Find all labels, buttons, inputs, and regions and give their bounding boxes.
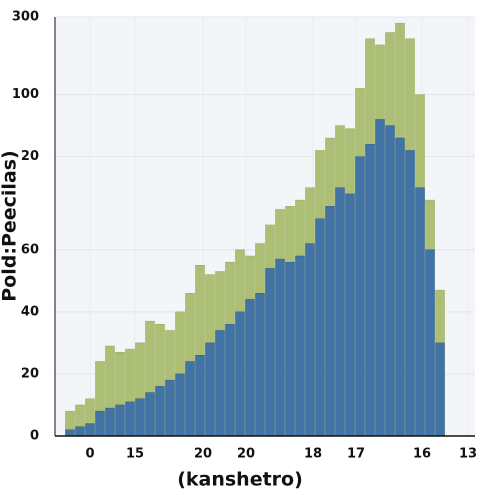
bar xyxy=(185,361,195,437)
bar xyxy=(215,330,225,437)
y-axis-label: Pold:Peecilas) xyxy=(0,150,21,302)
bar xyxy=(75,426,85,437)
y-tick-label: 20 xyxy=(21,149,39,164)
bar xyxy=(375,119,385,437)
bar xyxy=(165,379,175,437)
bar xyxy=(175,373,185,437)
bar xyxy=(355,156,365,437)
bar xyxy=(325,206,335,437)
x-tick-label: 15 xyxy=(126,447,144,462)
bar xyxy=(265,268,275,437)
bar xyxy=(425,249,435,437)
bar xyxy=(125,401,135,437)
y-tick-label: 40 xyxy=(21,304,39,319)
x-tick-label: 20 xyxy=(194,447,212,462)
bar xyxy=(235,311,245,437)
bar xyxy=(395,137,405,437)
bar xyxy=(315,218,325,437)
bar xyxy=(85,423,95,437)
bar xyxy=(135,398,145,437)
bar xyxy=(335,187,345,437)
bar xyxy=(405,150,415,437)
y-tick-label: 20 xyxy=(21,366,39,381)
x-axis-label: (kanshetro) xyxy=(177,469,303,491)
bar xyxy=(195,355,205,437)
bar xyxy=(345,193,355,437)
bar xyxy=(415,187,425,437)
x-tick-label: 18 xyxy=(304,447,322,462)
bar xyxy=(105,407,115,437)
bar xyxy=(365,144,375,437)
bar xyxy=(155,386,165,437)
bar xyxy=(95,410,105,437)
x-tick-label: 16 xyxy=(413,447,431,462)
y-tick-label: 300 xyxy=(12,10,39,25)
x-tick-label: 13 xyxy=(459,447,477,462)
bar xyxy=(145,392,155,437)
bar xyxy=(205,342,215,437)
x-tick-label: 17 xyxy=(347,447,365,462)
bar xyxy=(225,324,235,437)
bar xyxy=(115,404,125,437)
y-tick-label: 60 xyxy=(21,242,39,257)
x-tick-label: 0 xyxy=(85,447,94,462)
bar xyxy=(275,258,285,437)
bar xyxy=(285,261,295,437)
plot-area xyxy=(55,17,475,436)
y-tick-label: 0 xyxy=(30,429,39,444)
bar xyxy=(245,299,255,437)
y-tick-label: 100 xyxy=(12,87,39,102)
bar xyxy=(385,125,395,437)
bar xyxy=(435,342,445,437)
bar xyxy=(295,255,305,437)
bar xyxy=(65,429,75,437)
bar xyxy=(255,292,265,437)
x-tick-label: 20 xyxy=(237,447,255,462)
bar xyxy=(305,243,315,437)
